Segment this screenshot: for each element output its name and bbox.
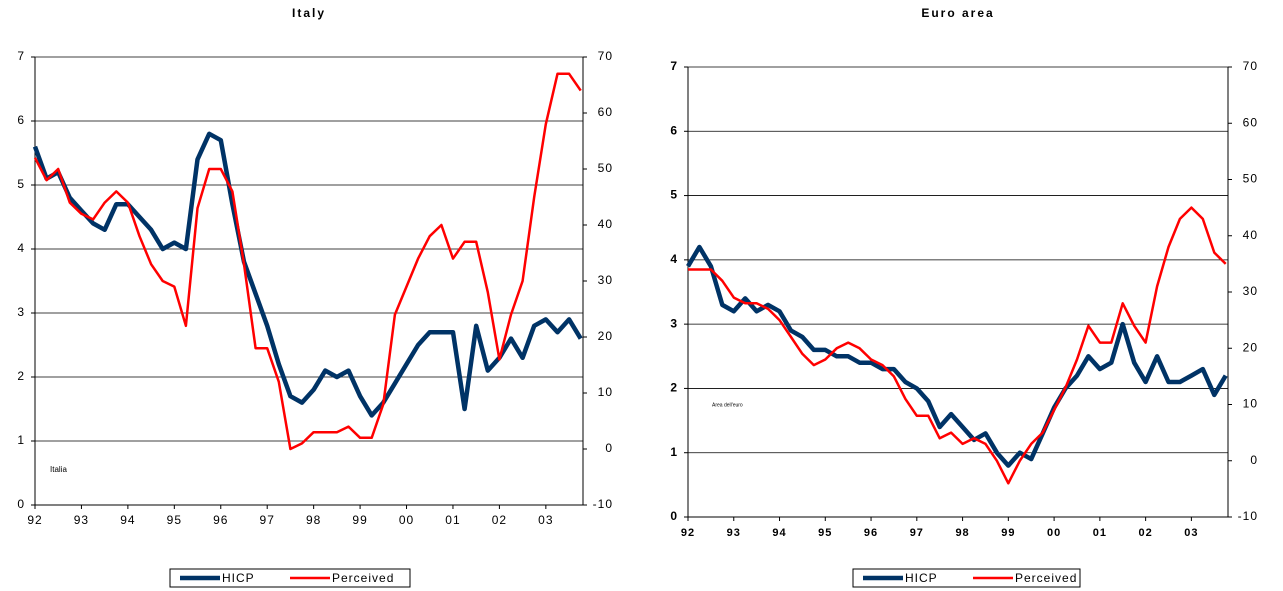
legend-label: HICP: [222, 571, 255, 585]
x-tick-label: 98: [306, 513, 321, 527]
y2-tick-label: 40: [1243, 228, 1258, 242]
annotation: Italia: [50, 465, 67, 474]
y2-tick-label: 50: [1243, 172, 1258, 186]
y-tick-label: 7: [670, 59, 678, 73]
y-tick-label: 1: [670, 445, 678, 459]
x-tick-label: 92: [27, 513, 42, 527]
y-tick-label: 1: [17, 433, 25, 447]
y2-tick-label: 20: [598, 329, 613, 343]
y2-tick-label: 40: [598, 217, 613, 231]
x-tick-label: 01: [445, 513, 460, 527]
y-tick-label: 6: [17, 113, 25, 127]
x-tick-label: 96: [864, 527, 878, 539]
series-line: [688, 206, 1227, 485]
x-tick-label: 03: [1184, 527, 1198, 539]
y-tick-label: 5: [17, 177, 25, 191]
x-tick-label: 02: [1139, 527, 1153, 539]
y-tick-label: 7: [17, 49, 25, 63]
x-tick-label: 94: [772, 527, 786, 539]
y-tick-label: 2: [670, 381, 678, 395]
y2-tick-label: 70: [598, 49, 613, 63]
y2-tick-label: 50: [598, 161, 613, 175]
y2-tick-label: 60: [598, 105, 613, 119]
legend-label: HICP: [905, 571, 938, 585]
series-line: [33, 72, 582, 451]
x-tick-label: 01: [1093, 527, 1107, 539]
x-tick-label: 00: [399, 513, 414, 527]
legend-box: [852, 568, 1081, 588]
y2-tick-label: 0: [605, 441, 613, 455]
y-tick-label: 4: [670, 252, 678, 266]
x-tick-label: 93: [74, 513, 89, 527]
chart-title: Italy: [292, 6, 326, 20]
y-tick-label: 5: [670, 188, 678, 202]
series-line: [686, 244, 1228, 468]
x-tick-label: 95: [818, 527, 832, 539]
legend-label: Perceived: [1015, 571, 1077, 585]
y2-tick-label: 30: [1243, 284, 1258, 298]
x-tick-label: 97: [260, 513, 275, 527]
y-tick-label: 2: [17, 369, 25, 383]
x-tick-label: 99: [352, 513, 367, 527]
y2-tick-label: 70: [1243, 59, 1258, 73]
annotation: Area dell'euro: [712, 402, 743, 408]
y2-tick-label: -10: [1238, 509, 1258, 523]
y2-tick-label: 60: [1243, 115, 1258, 129]
y2-tick-label: 10: [1243, 397, 1258, 411]
y2-tick-label: -10: [593, 497, 613, 511]
y2-tick-label: 20: [1243, 340, 1258, 354]
x-tick-label: 97: [910, 527, 924, 539]
x-tick-label: 00: [1047, 527, 1061, 539]
series-line: [32, 131, 583, 418]
legend-label: Perceived: [332, 571, 394, 585]
x-tick-label: 98: [955, 527, 969, 539]
x-tick-label: 92: [681, 527, 695, 539]
y-tick-label: 0: [670, 509, 678, 523]
y-tick-label: 3: [670, 316, 678, 330]
x-tick-label: 03: [538, 513, 553, 527]
y2-tick-label: 30: [598, 273, 613, 287]
y2-tick-label: 0: [1250, 453, 1258, 467]
y2-tick-label: 10: [598, 385, 613, 399]
y-tick-label: 6: [670, 123, 678, 137]
x-tick-label: 95: [167, 513, 182, 527]
x-tick-label: 94: [120, 513, 135, 527]
x-tick-label: 93: [727, 527, 741, 539]
x-tick-label: 02: [492, 513, 507, 527]
y-tick-label: 3: [17, 305, 25, 319]
chart-title: Euro area: [921, 6, 994, 20]
x-tick-label: 96: [213, 513, 228, 527]
y-tick-label: 4: [17, 241, 25, 255]
y-tick-label: 0: [17, 497, 25, 511]
x-tick-label: 99: [1001, 527, 1015, 539]
